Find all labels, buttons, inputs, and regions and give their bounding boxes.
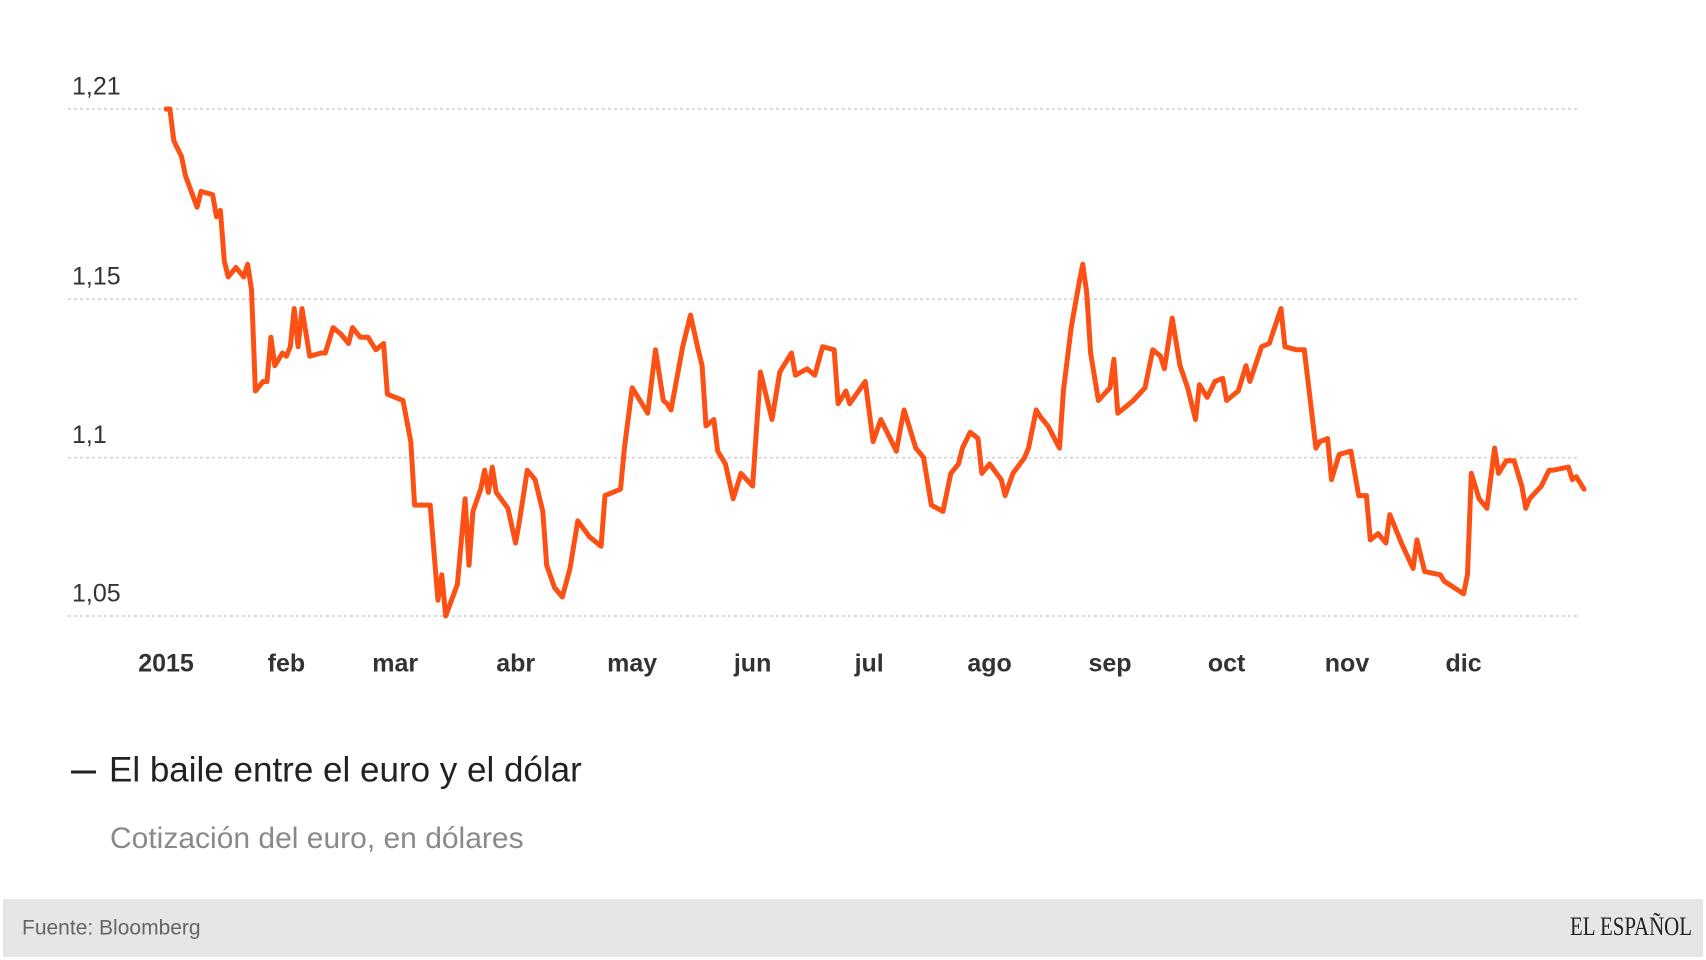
y-tick-label: 1,1	[72, 421, 107, 449]
x-tick-label: may	[607, 650, 657, 678]
x-tick-label: abr	[496, 650, 535, 678]
x-tick-label: feb	[268, 650, 306, 678]
data-line	[163, 106, 1587, 619]
y-tick-label: 1,15	[72, 263, 121, 291]
x-tick-label: jul	[854, 650, 884, 678]
brand: EL ESPAÑOL	[1570, 912, 1692, 941]
x-tick-label: oct	[1208, 650, 1246, 678]
y-tick-label: 1,05	[72, 580, 121, 608]
source: Fuente: Bloomberg	[22, 917, 201, 940]
chart-title: El baile entre el euro y el dólar	[109, 750, 582, 789]
footer-band	[3, 899, 1703, 957]
x-tick-label: mar	[372, 650, 418, 678]
chart-subtitle: Cotización del euro, en dólares	[110, 822, 524, 855]
x-tick-label: nov	[1325, 650, 1370, 678]
x-tick-label: dic	[1446, 650, 1482, 678]
x-tick-label: jun	[733, 650, 772, 678]
x-tick-label: ago	[967, 650, 1011, 678]
x-tick-label: 2015	[138, 650, 194, 678]
x-tick-label: sep	[1088, 650, 1131, 678]
y-tick-label: 1,21	[72, 73, 121, 101]
